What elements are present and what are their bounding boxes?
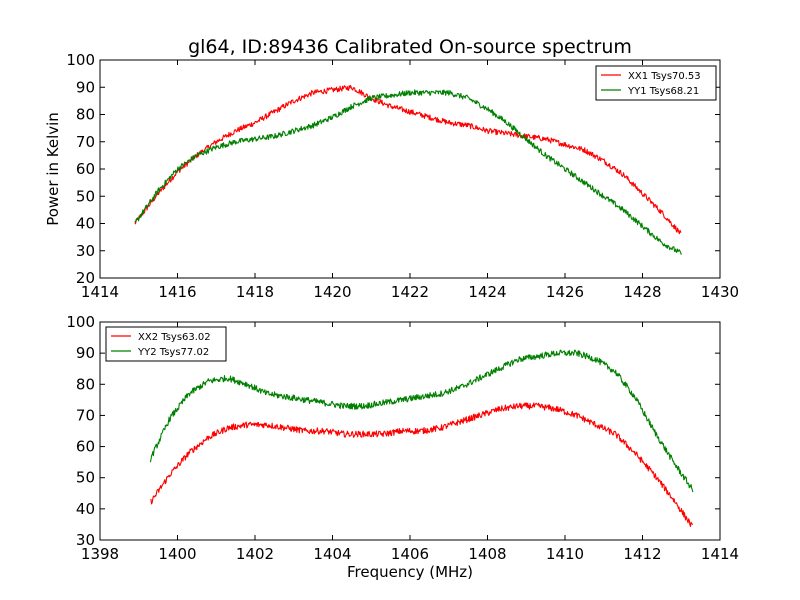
legend-box [595, 65, 717, 101]
legend: XX2 Tsys63.02 YY2 Tsys77.02 [105, 326, 227, 362]
y-tick-label: 90 [76, 78, 95, 96]
y-tick-label: 100 [66, 51, 95, 69]
legend-label: YY1 Tsys68.21 [627, 86, 699, 97]
bottom-panel: 1398 1400 1402 1404 1406 1408 1410 1412 1414 30 40… [66, 313, 739, 563]
x-tick-label: 1398 [81, 545, 119, 563]
series-line-green [134, 89, 682, 255]
y-tick-label: 60 [76, 160, 95, 178]
x-tick-label: 1410 [546, 545, 584, 563]
axes-frame [99, 59, 721, 279]
y-tick-label: 30 [76, 242, 95, 260]
x-tick-label: 1412 [623, 545, 661, 563]
chart-title: gl64, ID:89436 Calibrated On-source spec… [188, 36, 632, 58]
legend-label: XX2 Tsys63.02 [138, 332, 211, 343]
legend-label: XX1 Tsys70.53 [628, 71, 701, 82]
y-axis-label: Power in Kelvin [44, 112, 62, 226]
y-tick-label: 90 [76, 344, 95, 362]
y-tick-label: 70 [76, 133, 95, 151]
x-tick-label: 1418 [236, 283, 274, 301]
y-tick-label: 40 [76, 215, 95, 233]
x-tick-label: 1406 [391, 545, 429, 563]
y-tick-label: 50 [76, 187, 95, 205]
y-tick-label: 40 [76, 500, 95, 518]
x-tick-label: 1430 [701, 283, 739, 301]
y-tick-label: 30 [76, 531, 95, 549]
y-tick-label: 20 [76, 269, 95, 287]
legend: XX1 Tsys70.53 YY1 Tsys68.21 [595, 65, 717, 101]
x-tick-label: 1424 [468, 283, 506, 301]
x-tick-label: 1426 [546, 283, 584, 301]
y-tick-label: 50 [76, 469, 95, 487]
series-line-red [134, 84, 682, 235]
x-tick-label: 1400 [158, 545, 196, 563]
x-tick-label: 1404 [313, 545, 351, 563]
y-tick-label: 70 [76, 406, 95, 424]
x-tick-label: 1414 [81, 283, 119, 301]
axes-frame [99, 321, 721, 541]
x-tick-label: 1414 [701, 545, 739, 563]
y-tick-label: 100 [66, 313, 95, 331]
x-tick-label: 1402 [236, 545, 274, 563]
x-tick-label: 1416 [158, 283, 196, 301]
x-tick-label: 1420 [313, 283, 351, 301]
x-tick-label: 1408 [468, 545, 506, 563]
series-line-red [150, 402, 694, 528]
top-panel: 1414 1416 1418 1420 1422 1424 1426 1428 1430 20 30… [66, 51, 739, 301]
y-tick-label: 60 [76, 438, 95, 456]
y-tick-label: 80 [76, 106, 95, 124]
x-tick-label: 1422 [391, 283, 429, 301]
legend-box [105, 326, 227, 362]
y-tick-label: 80 [76, 375, 95, 393]
x-tick-label: 1428 [623, 283, 661, 301]
series-line-green [149, 349, 694, 493]
legend-label: YY2 Tsys77.02 [137, 347, 209, 358]
x-axis-label: Frequency (MHz) [347, 563, 473, 581]
